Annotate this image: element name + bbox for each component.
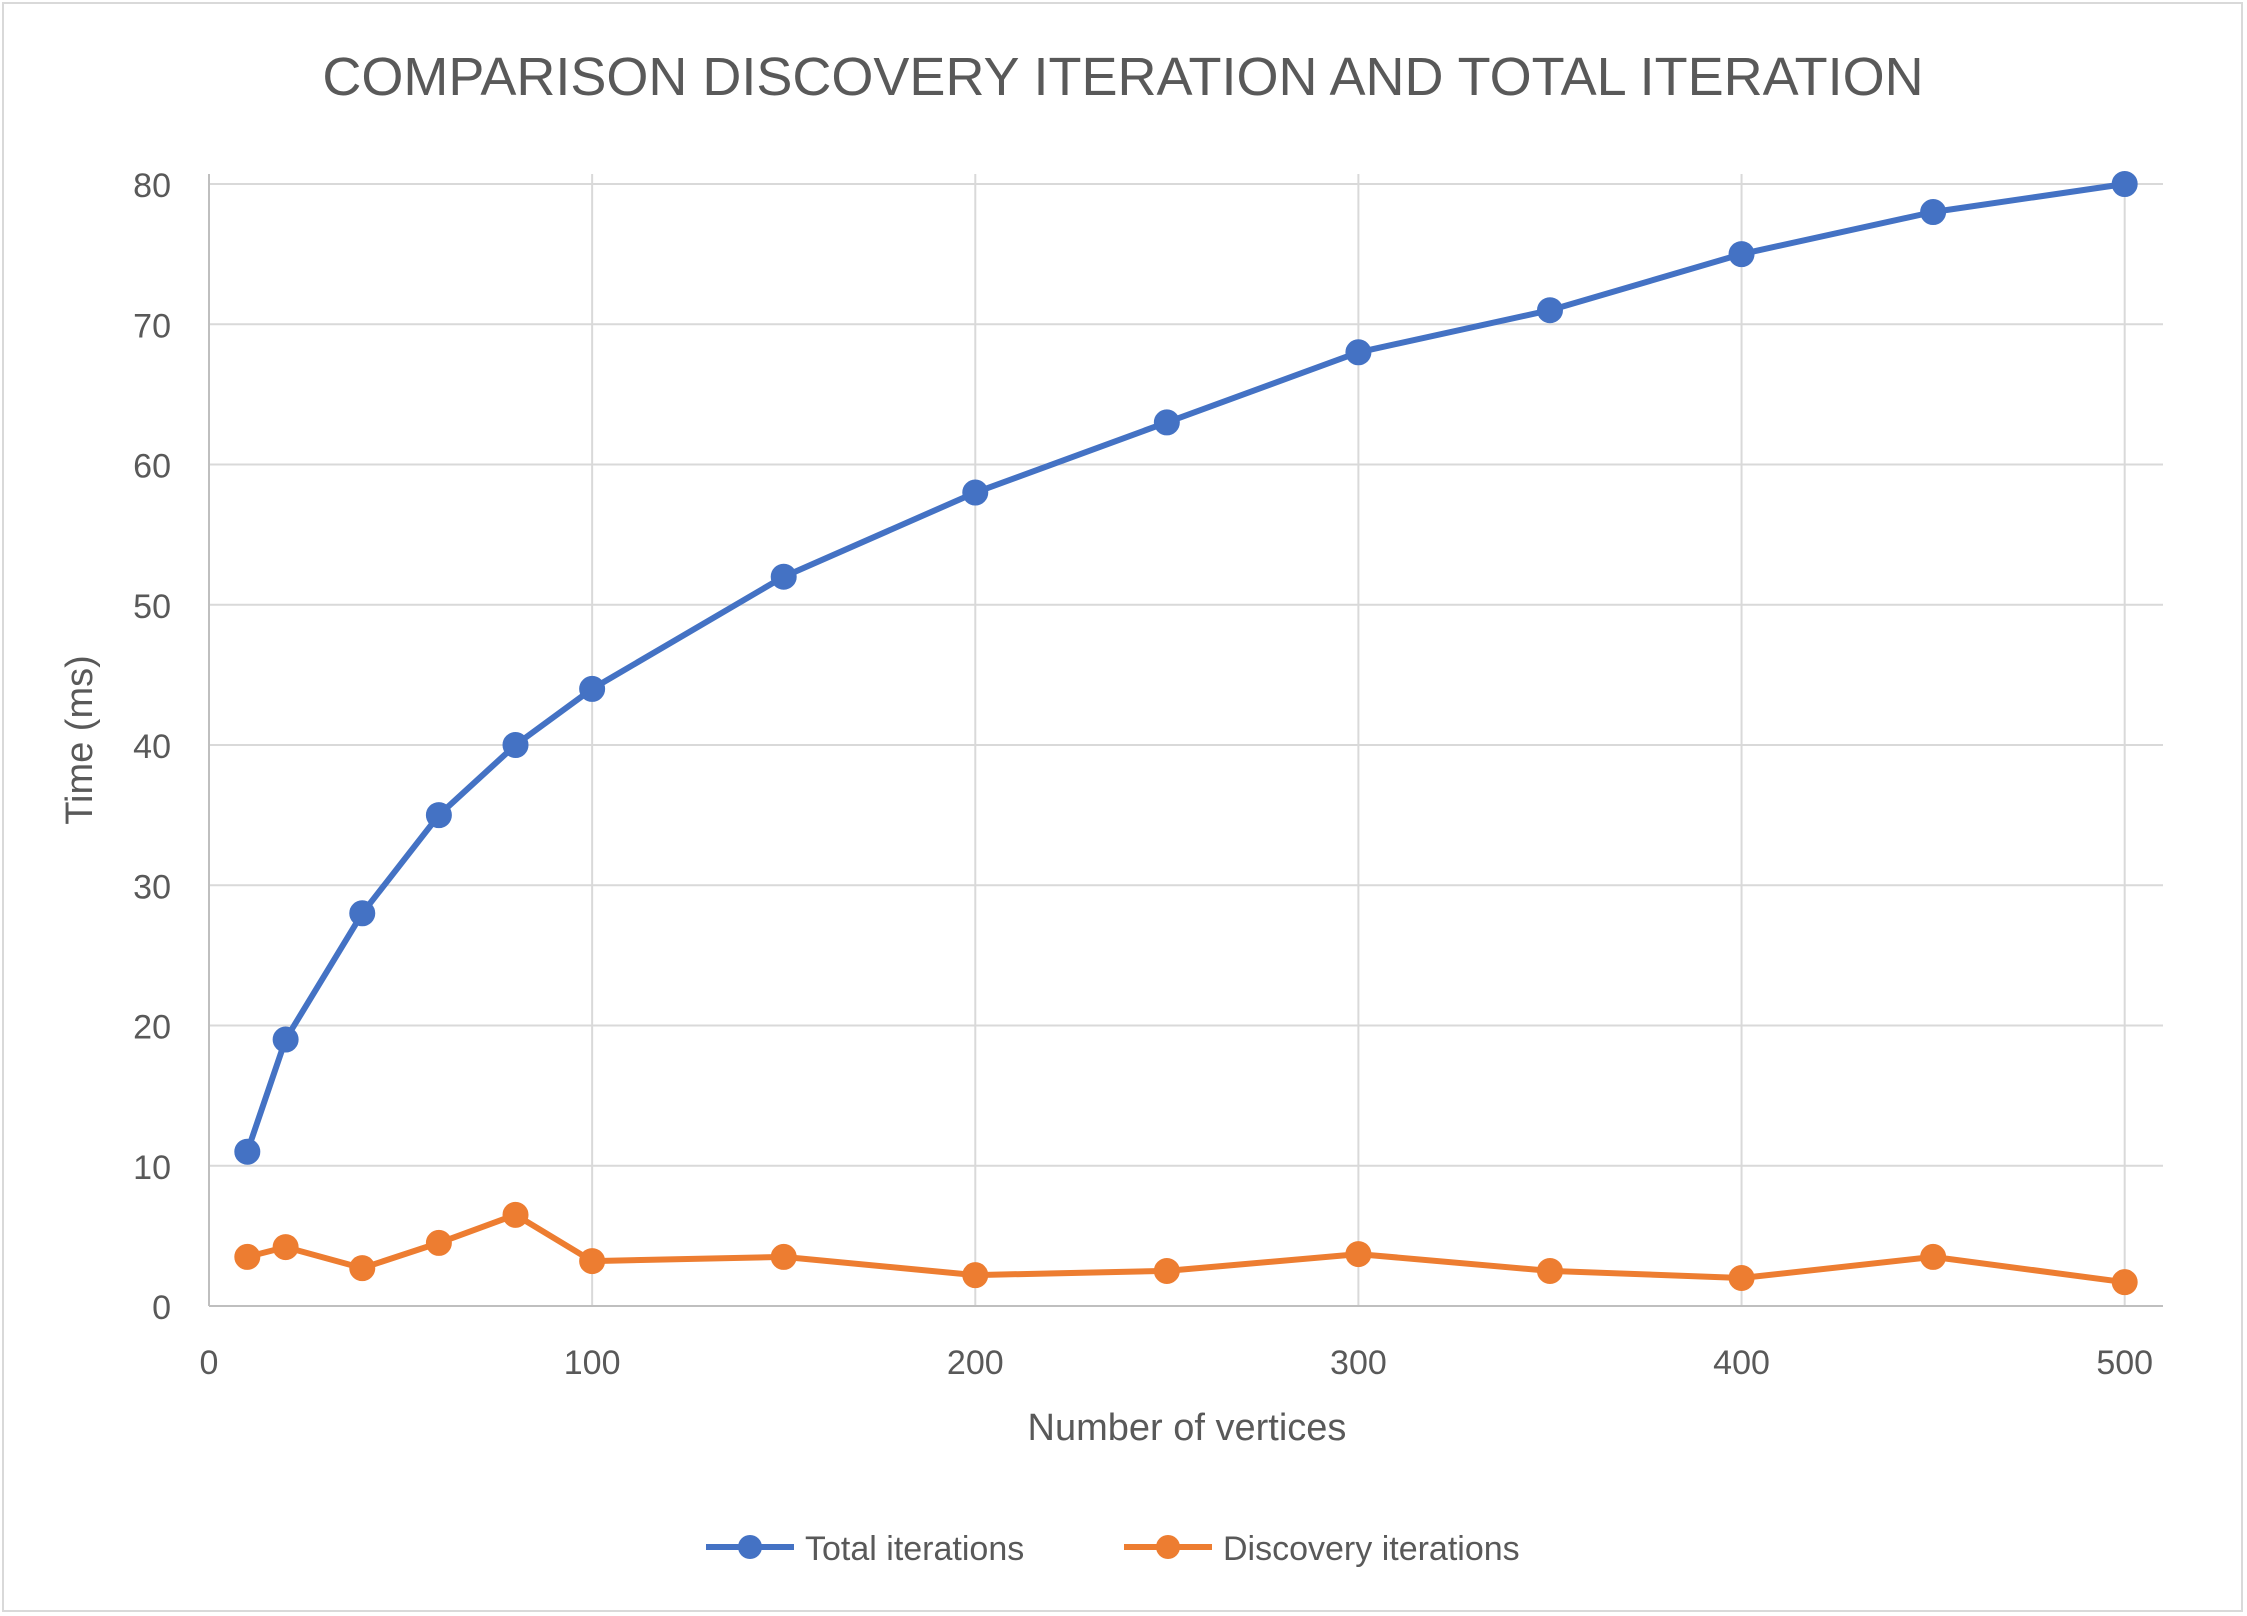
- legend-marker: [738, 1535, 762, 1559]
- data-point-total-iterations: [425, 802, 452, 829]
- data-point-total-iterations: [1728, 241, 1755, 268]
- data-point-discovery-iterations: [1345, 1241, 1372, 1268]
- data-point-discovery-iterations: [349, 1255, 376, 1282]
- x-axis-title: Number of vertices: [1028, 1407, 1347, 1449]
- data-point-discovery-iterations: [1728, 1264, 1755, 1291]
- data-point-total-iterations: [2111, 171, 2138, 197]
- data-point-total-iterations: [962, 479, 989, 506]
- y-tick-label: 40: [133, 728, 171, 766]
- legend-marker: [1156, 1535, 1180, 1559]
- series-layer: [234, 171, 2138, 1296]
- y-tick-label: 60: [133, 448, 171, 486]
- data-point-discovery-iterations: [1536, 1257, 1563, 1284]
- y-tick-label: 70: [133, 307, 171, 345]
- data-point-total-iterations: [349, 900, 376, 927]
- gridlines: [209, 174, 2163, 1306]
- y-tick-label: 20: [133, 1009, 171, 1047]
- series-line-discovery-iterations: [244, 1211, 2128, 1286]
- data-point-discovery-iterations: [1920, 1243, 1947, 1270]
- series-line-total-iterations: [244, 181, 2128, 1155]
- data-point-total-iterations: [272, 1026, 299, 1053]
- legend: Total iterations Discovery iterations: [706, 1530, 1520, 1568]
- y-tick-label: 10: [133, 1149, 171, 1187]
- data-point-discovery-iterations: [962, 1262, 989, 1289]
- y-tick-label: 50: [133, 588, 171, 626]
- x-tick-label: 300: [1330, 1344, 1387, 1382]
- data-point-total-iterations: [579, 675, 606, 702]
- data-point-discovery-iterations: [425, 1229, 452, 1256]
- data-point-discovery-iterations: [1153, 1257, 1180, 1284]
- data-point-total-iterations: [1153, 409, 1180, 436]
- data-point-total-iterations: [234, 1138, 261, 1165]
- data-point-discovery-iterations: [272, 1234, 299, 1261]
- data-point-discovery-iterations: [502, 1201, 529, 1228]
- data-point-discovery-iterations: [770, 1243, 797, 1270]
- x-tick-label: 0: [200, 1344, 219, 1382]
- data-point-discovery-iterations: [234, 1243, 261, 1270]
- x-tick-label: 100: [564, 1344, 621, 1382]
- data-point-total-iterations: [1920, 199, 1947, 226]
- axes: 0 10 20 30 40 50 60 70 80 0 100 200 300 400 500: [133, 167, 2163, 1382]
- data-point-total-iterations: [502, 732, 529, 758]
- x-tick-label: 500: [2096, 1344, 2153, 1382]
- legend-label: Total iterations: [805, 1530, 1024, 1568]
- legend-label: Discovery iterations: [1223, 1530, 1520, 1568]
- data-point-total-iterations: [1345, 339, 1372, 366]
- chart-title: COMPARISON DISCOVERY ITERATION AND TOTAL…: [322, 47, 1923, 107]
- y-tick-label: 30: [133, 868, 171, 906]
- data-point-discovery-iterations: [579, 1248, 606, 1275]
- data-point-total-iterations: [1536, 297, 1563, 324]
- y-tick-label: 0: [152, 1289, 171, 1327]
- y-axis-title: Time (ms): [59, 655, 101, 825]
- data-point-total-iterations: [770, 563, 797, 590]
- y-tick-label: 80: [133, 167, 171, 205]
- x-tick-label: 400: [1713, 1344, 1770, 1382]
- x-tick-label: 200: [947, 1344, 1004, 1382]
- data-point-discovery-iterations: [2111, 1269, 2138, 1296]
